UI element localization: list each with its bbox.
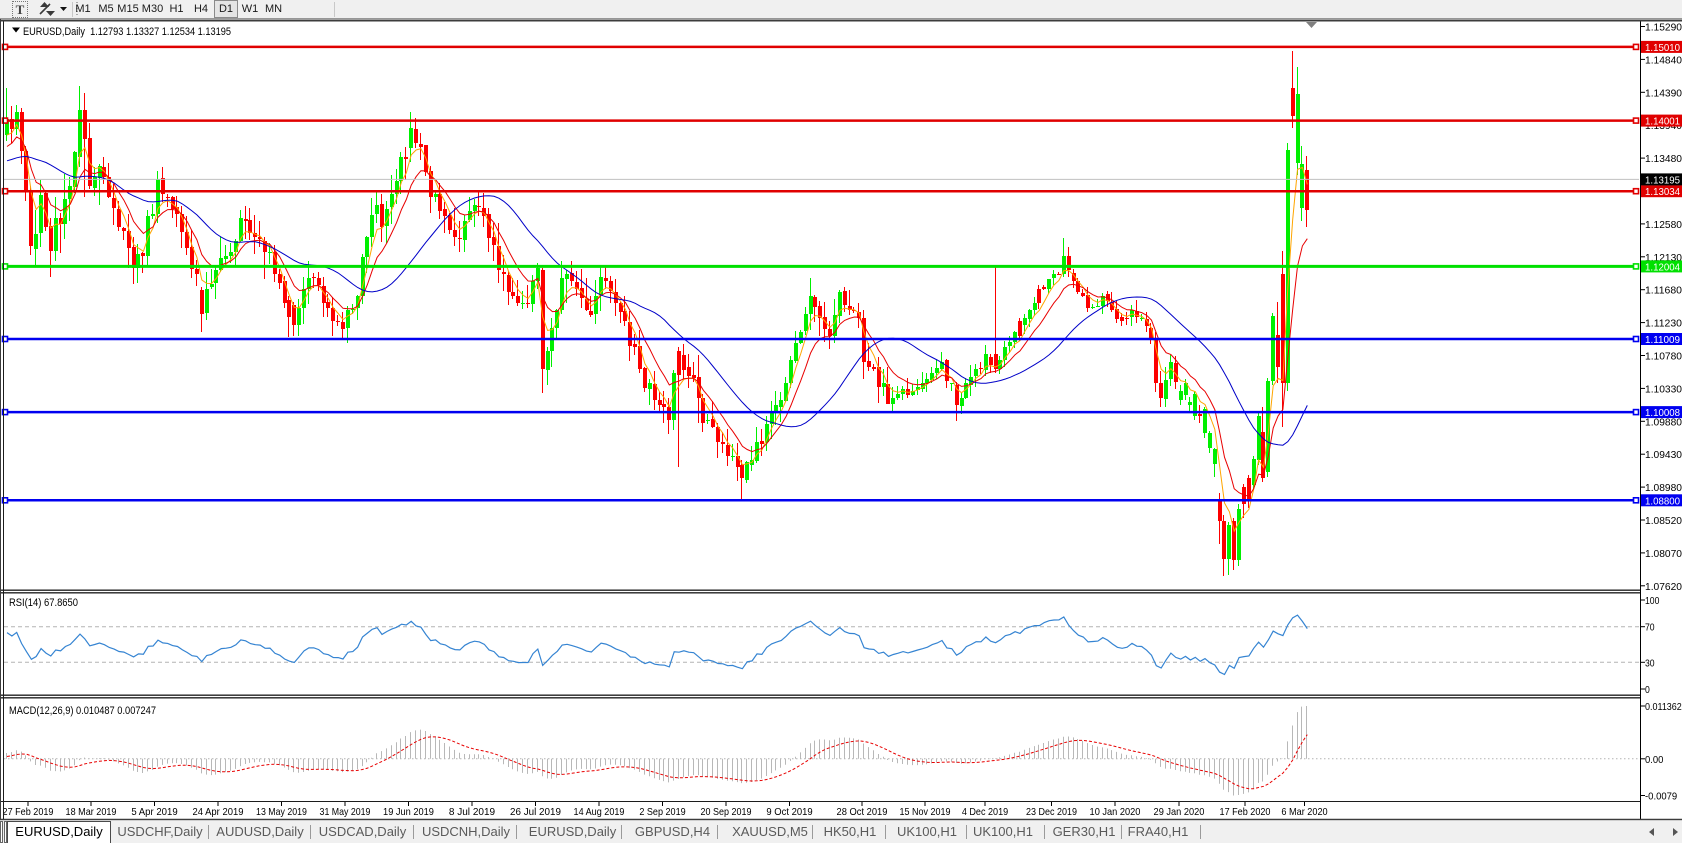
svg-text:14 Aug 2019: 14 Aug 2019: [574, 806, 625, 818]
svg-text:1.10008: 1.10008: [1645, 407, 1680, 419]
svg-text:0.011362: 0.011362: [1645, 701, 1682, 713]
svg-text:1.14390: 1.14390: [1645, 87, 1682, 99]
svg-text:9 Oct 2019: 9 Oct 2019: [766, 806, 812, 818]
svg-text:1.09880: 1.09880: [1645, 416, 1682, 428]
svg-text:1.14001: 1.14001: [1645, 116, 1680, 128]
svg-text:17 Feb 2020: 17 Feb 2020: [1220, 806, 1271, 818]
svg-text:5 Apr 2019: 5 Apr 2019: [131, 806, 177, 818]
svg-text:8 Jul 2019: 8 Jul 2019: [449, 806, 495, 818]
svg-text:23 Dec 2019: 23 Dec 2019: [1026, 806, 1077, 818]
svg-text:1.10330: 1.10330: [1645, 383, 1682, 395]
svg-text:1.11680: 1.11680: [1645, 285, 1682, 297]
svg-text:1.11230: 1.11230: [1645, 318, 1682, 330]
svg-text:10 Jan 2020: 10 Jan 2020: [1090, 806, 1141, 818]
svg-text:1.10780: 1.10780: [1645, 351, 1682, 363]
svg-text:0.00: 0.00: [1645, 754, 1664, 766]
svg-text:26 Jul 2019: 26 Jul 2019: [510, 806, 561, 818]
svg-text:1.15010: 1.15010: [1645, 42, 1680, 54]
svg-text:0: 0: [1645, 684, 1650, 696]
svg-text:30: 30: [1645, 657, 1655, 669]
svg-text:1.13480: 1.13480: [1645, 153, 1682, 165]
svg-text:70: 70: [1645, 622, 1655, 634]
svg-text:1.07620: 1.07620: [1645, 581, 1682, 593]
svg-text:2 Sep 2019: 2 Sep 2019: [639, 806, 685, 818]
svg-text:20 Sep 2019: 20 Sep 2019: [701, 806, 752, 818]
svg-text:27 Feb 2019: 27 Feb 2019: [3, 806, 54, 818]
svg-text:1.11009: 1.11009: [1645, 334, 1680, 346]
svg-text:6 Mar 2020: 6 Mar 2020: [1281, 806, 1327, 818]
svg-text:1.08520: 1.08520: [1645, 515, 1682, 527]
svg-text:1.08980: 1.08980: [1645, 482, 1682, 494]
svg-text:1.13195: 1.13195: [1645, 174, 1680, 186]
svg-text:1.12580: 1.12580: [1645, 219, 1682, 231]
svg-text:1.09430: 1.09430: [1645, 449, 1682, 461]
svg-text:MACD(12,26,9) 0.010487 0.00724: MACD(12,26,9) 0.010487 0.007247: [9, 705, 156, 717]
svg-text:1.08800: 1.08800: [1645, 495, 1680, 507]
svg-text:1.14840: 1.14840: [1645, 54, 1682, 66]
svg-text:4 Dec 2019: 4 Dec 2019: [962, 806, 1008, 818]
svg-text:-0.0079: -0.0079: [1645, 791, 1677, 803]
svg-text:1.13034: 1.13034: [1645, 186, 1680, 198]
svg-text:24 Apr 2019: 24 Apr 2019: [193, 806, 244, 818]
svg-text:29 Jan 2020: 29 Jan 2020: [1154, 806, 1205, 818]
svg-text:1.12004: 1.12004: [1645, 261, 1680, 273]
svg-text:RSI(14) 67.8650: RSI(14) 67.8650: [9, 597, 78, 609]
svg-text:18 Mar 2019: 18 Mar 2019: [66, 806, 117, 818]
svg-text:13 May 2019: 13 May 2019: [256, 806, 307, 818]
svg-text:28 Oct 2019: 28 Oct 2019: [837, 806, 888, 818]
svg-text:100: 100: [1645, 595, 1660, 607]
svg-text:1.08070: 1.08070: [1645, 548, 1682, 560]
svg-text:15 Nov 2019: 15 Nov 2019: [900, 806, 951, 818]
svg-text:EURUSD,Daily 1.12793 1.13327: EURUSD,Daily 1.12793 1.13327 1.12534 1.1…: [23, 26, 231, 38]
svg-text:1.15290: 1.15290: [1645, 22, 1682, 34]
svg-text:19 Jun 2019: 19 Jun 2019: [383, 806, 434, 818]
svg-text:31 May 2019: 31 May 2019: [320, 806, 371, 818]
